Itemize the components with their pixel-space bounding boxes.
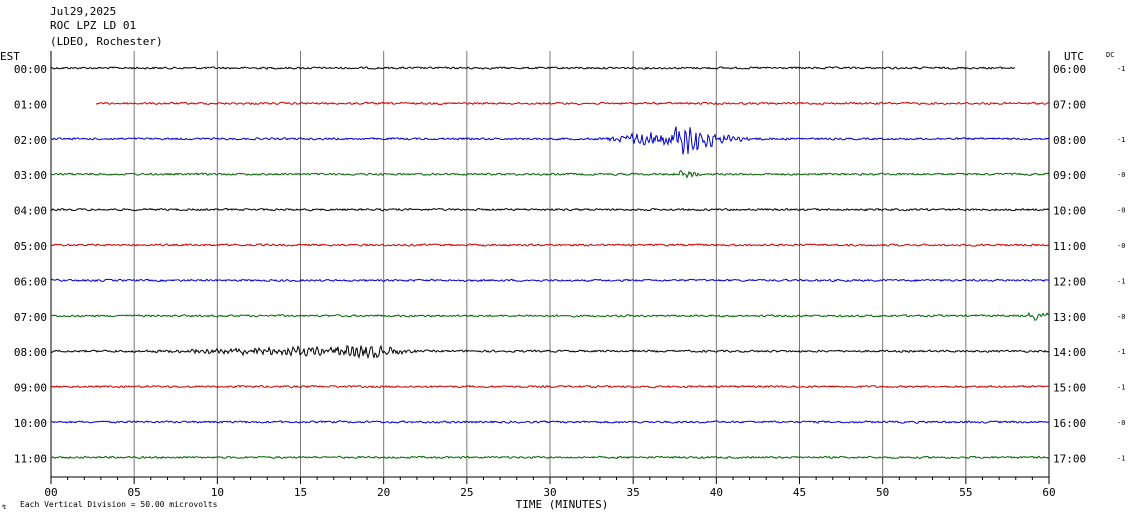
est-hour-label: 03:00	[14, 169, 47, 182]
est-hour-label: 08:00	[14, 346, 47, 359]
utc-hour-label: 13:00	[1053, 311, 1086, 324]
trace-line	[95, 101, 1049, 106]
x-tick-label: 00	[44, 486, 57, 499]
trace-line	[51, 420, 1050, 424]
utc-hour-label: 16:00	[1053, 417, 1086, 430]
dc-label: DC	[1106, 51, 1114, 59]
dc-offset-label: -1	[1117, 277, 1125, 285]
date-label: Jul29,2025	[50, 5, 116, 18]
utc-hour-label: 12:00	[1053, 275, 1086, 288]
x-tick-label: 50	[876, 486, 889, 499]
trace-line	[50, 344, 1050, 360]
dc-offset-label: -0	[1117, 313, 1125, 321]
x-tick-label: 60	[1042, 486, 1055, 499]
dc-offset-label: -1	[1117, 348, 1125, 356]
est-hour-label: 05:00	[14, 240, 47, 253]
utc-hour-label: 07:00	[1053, 98, 1086, 111]
x-tick-label: 05	[128, 486, 141, 499]
x-tick-label: 40	[710, 486, 723, 499]
dc-offset-label: -0	[1117, 419, 1125, 427]
dc-offset-label: -1	[1117, 136, 1125, 144]
network-label: (LDEO, Rochester)	[50, 35, 163, 48]
x-tick-label: 25	[460, 486, 473, 499]
est-hour-label: 00:00	[14, 63, 47, 76]
est-hour-label: 10:00	[14, 417, 47, 430]
est-zone-label: EST	[0, 50, 20, 63]
est-hour-label: 02:00	[14, 134, 47, 147]
row-labels: 00:00 06:00 -1 01:00 07:00 02:00 08:00 -1 03:00 0…	[14, 63, 1126, 465]
dc-offset-label: -0	[1117, 242, 1125, 250]
est-hour-label: 09:00	[14, 382, 47, 395]
trace-line	[50, 207, 1050, 212]
trace-line	[50, 311, 1050, 321]
scale-note: Each Vertical Division = 50.00 microvolt…	[20, 500, 218, 509]
trace-line	[50, 169, 1050, 179]
dc-offset-label: -0	[1117, 207, 1125, 215]
dc-offset-label: -1	[1117, 65, 1125, 73]
trace-line	[50, 455, 1050, 460]
x-tick-label: 35	[627, 486, 640, 499]
dc-offset-label: -1	[1117, 454, 1125, 462]
trace-line	[50, 384, 1050, 389]
scale-glyph: ↯	[2, 503, 6, 511]
utc-hour-label: 10:00	[1053, 205, 1086, 218]
utc-hour-label: 17:00	[1053, 452, 1086, 465]
grid	[50, 51, 1050, 484]
x-tick-label: 55	[959, 486, 972, 499]
x-tick-labels: 00 05 10 15 20 25 30 35 40 45 50 55 60	[44, 486, 1055, 499]
x-tick-label: 45	[793, 486, 806, 499]
x-tick-label: 20	[377, 486, 390, 499]
est-hour-label: 07:00	[14, 311, 47, 324]
utc-hour-label: 11:00	[1053, 240, 1086, 253]
utc-hour-label: 09:00	[1053, 169, 1086, 182]
est-hour-label: 06:00	[14, 275, 47, 288]
station-label: ROC LPZ LD 01	[50, 19, 136, 32]
est-hour-label: 11:00	[14, 452, 47, 465]
trace-line	[50, 66, 1016, 70]
x-tick-label: 15	[294, 486, 307, 499]
traces	[50, 66, 1050, 460]
utc-hour-label: 14:00	[1053, 346, 1086, 359]
utc-hour-label: 08:00	[1053, 134, 1086, 147]
est-hour-label: 01:00	[14, 98, 47, 111]
dc-offset-label: -1	[1117, 384, 1125, 392]
utc-hour-label: 06:00	[1053, 63, 1086, 76]
x-axis-label: TIME (MINUTES)	[516, 498, 609, 511]
x-tick-label: 30	[543, 486, 556, 499]
dc-offset-label: -0	[1117, 171, 1125, 179]
utc-zone-label: UTC	[1064, 50, 1084, 63]
utc-hour-label: 15:00	[1053, 382, 1086, 395]
est-hour-label: 04:00	[14, 205, 47, 218]
x-tick-label: 10	[211, 486, 224, 499]
trace-line	[50, 126, 1050, 155]
trace-line	[50, 278, 1050, 283]
trace-line	[50, 243, 1050, 247]
